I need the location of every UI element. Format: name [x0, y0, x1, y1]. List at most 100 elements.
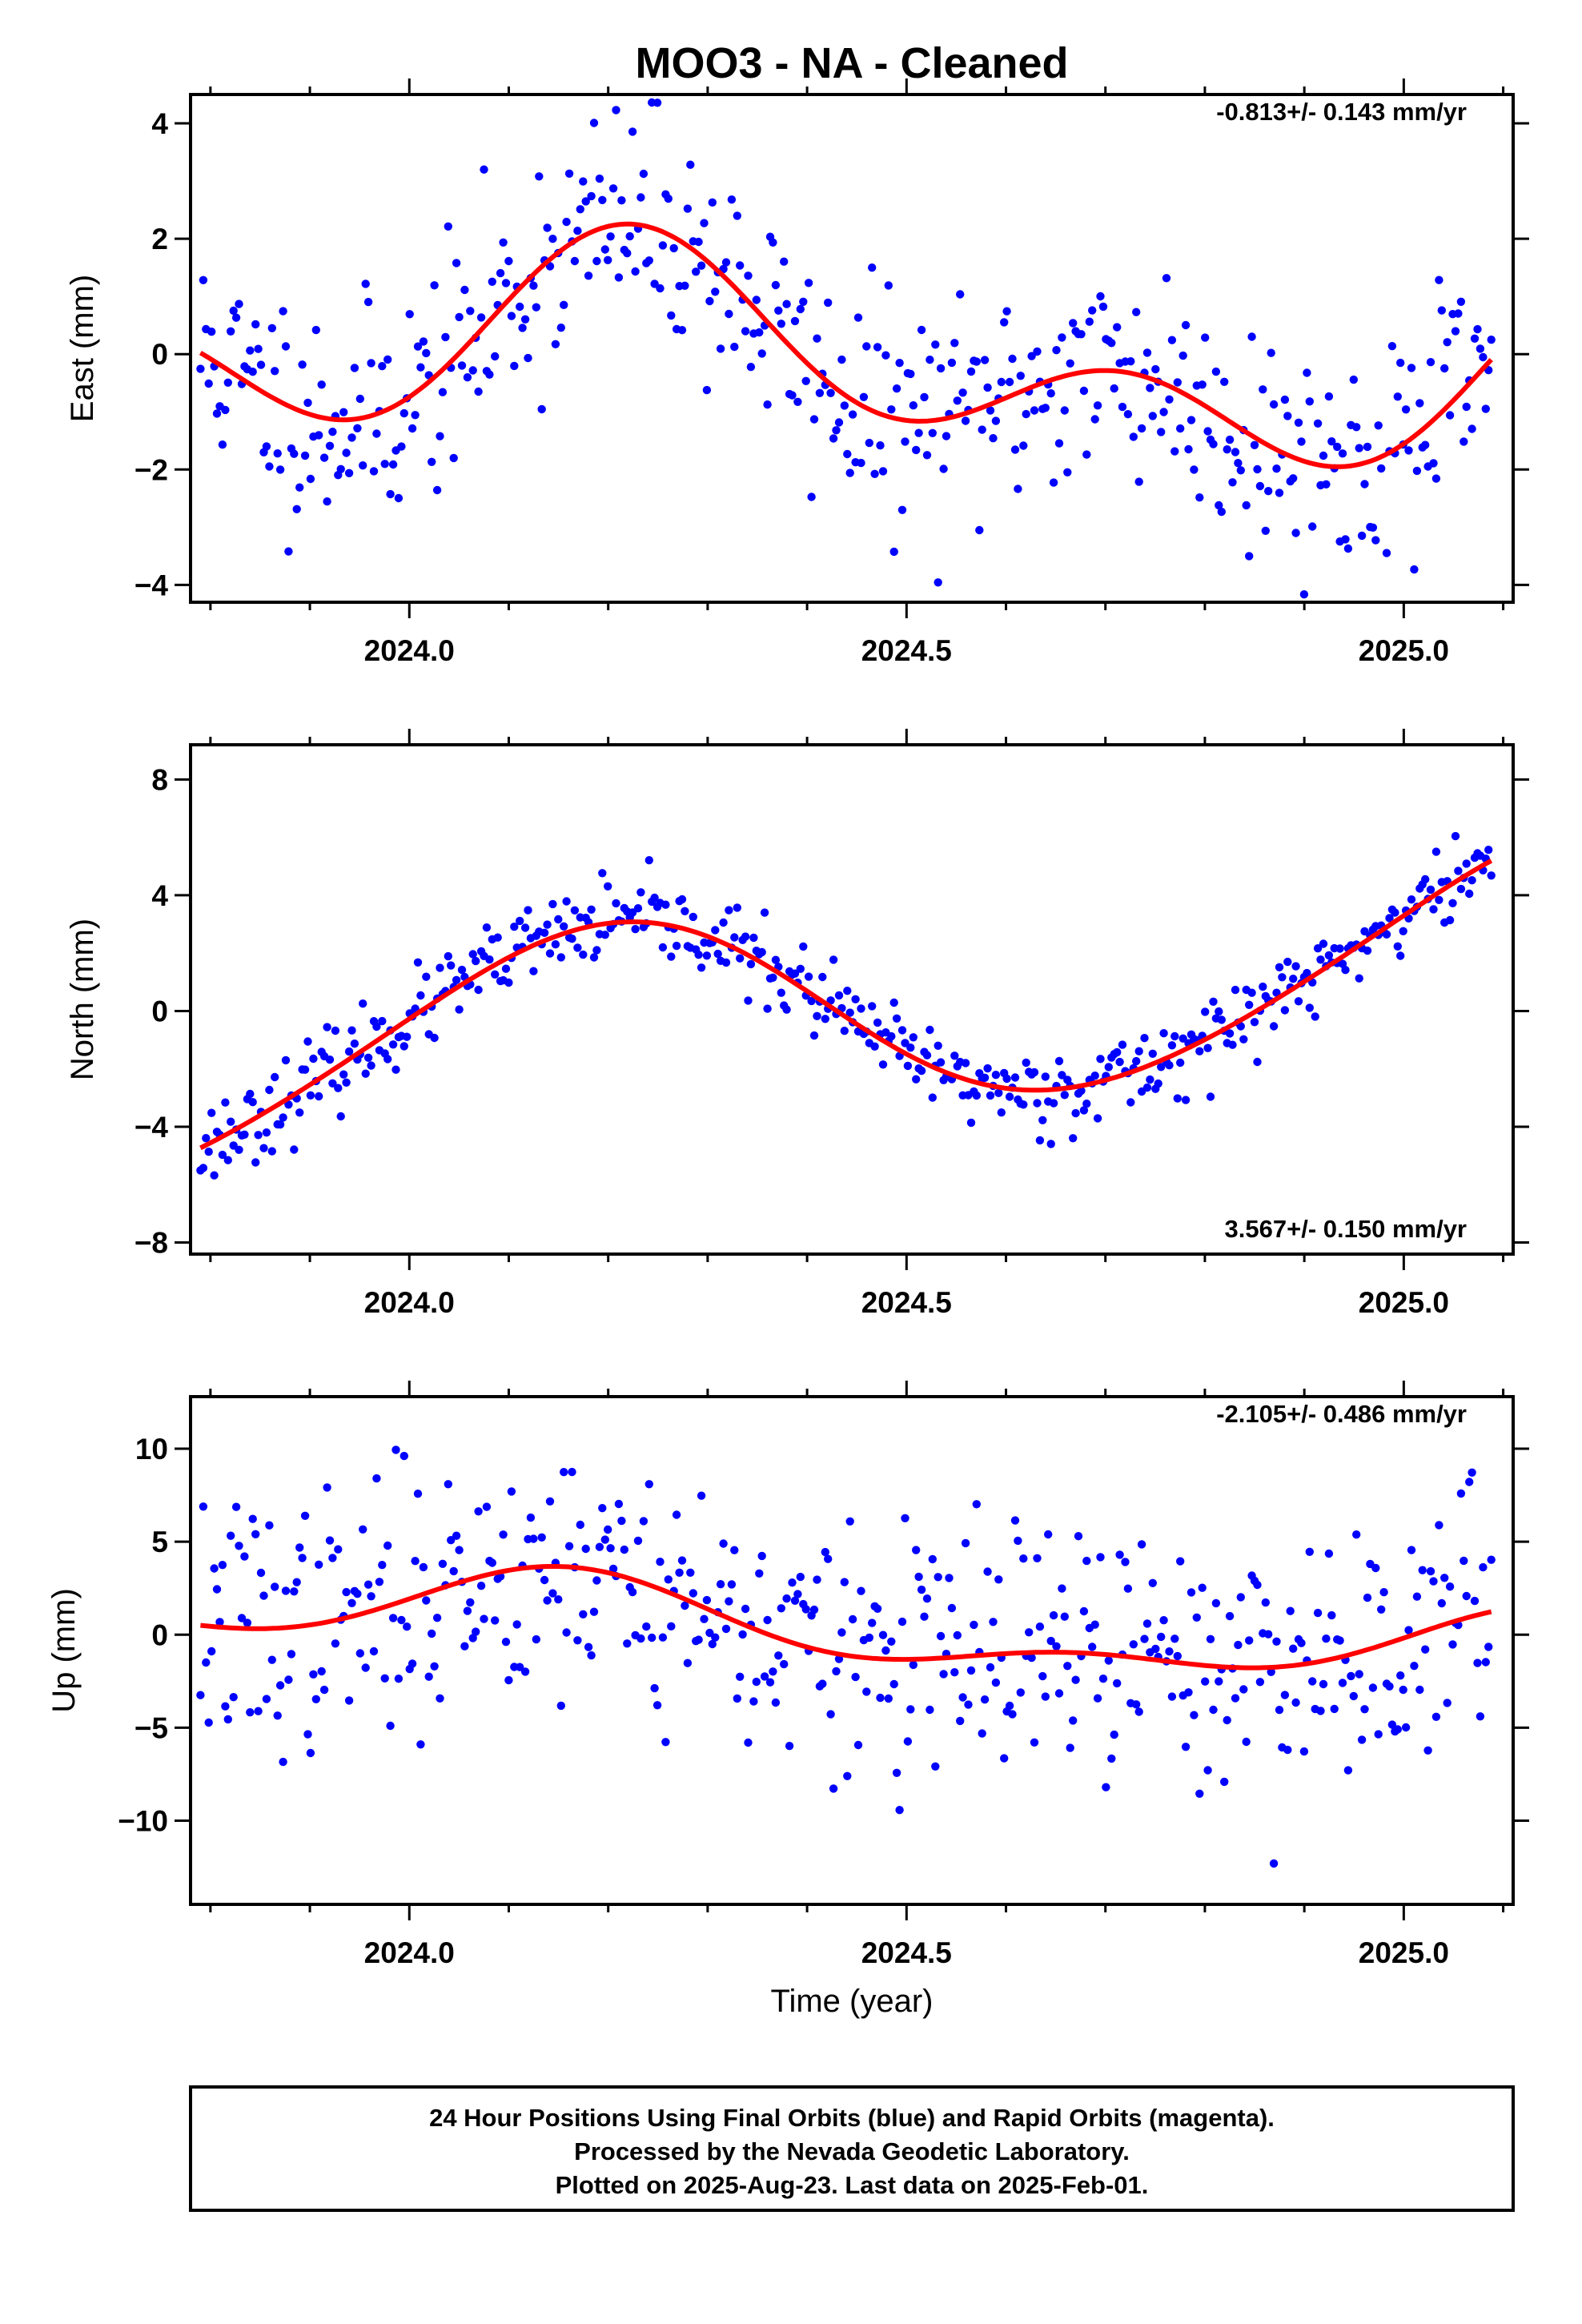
east-point [1054, 439, 1064, 448]
up-point [851, 1672, 860, 1682]
east-point [507, 312, 516, 320]
east-point [518, 324, 527, 332]
east-point [474, 387, 483, 396]
up-point [196, 1691, 205, 1699]
east-point [432, 485, 442, 495]
east-point [881, 351, 890, 360]
up-point [1123, 1584, 1133, 1593]
east-point [231, 313, 241, 322]
east-point [438, 388, 448, 396]
up-point [1347, 1671, 1355, 1681]
north-point [1157, 1063, 1166, 1072]
east-point [535, 172, 544, 181]
east-point [1079, 386, 1089, 396]
north-panel: 2024.0 2024.5 2025.0 −8 −4 0 4 8 North (mm) 3.567… [65, 729, 1529, 1319]
up-point [1415, 1685, 1424, 1695]
east-point [581, 197, 590, 206]
east-point [771, 280, 781, 290]
east-point [897, 505, 907, 514]
up-point [455, 1546, 464, 1554]
east-point [614, 273, 624, 282]
up-point [1460, 1556, 1468, 1566]
north-point [1462, 859, 1471, 868]
north-point [1448, 899, 1457, 908]
north-point [391, 1065, 400, 1074]
up-point [1069, 1716, 1078, 1725]
east-point [256, 360, 266, 369]
east-point [677, 326, 687, 335]
north-point [730, 933, 739, 942]
up-point [760, 1672, 769, 1681]
east-point [914, 428, 923, 437]
east-point [1454, 309, 1463, 318]
up-point [1074, 1532, 1083, 1541]
east-point [1487, 336, 1496, 344]
east-point [419, 337, 428, 346]
up-point [369, 1647, 379, 1656]
north-point [262, 1128, 271, 1137]
north-point [782, 1005, 791, 1014]
east-point [1151, 364, 1160, 374]
east-points [196, 98, 1496, 599]
up-point [568, 1467, 576, 1477]
up-point [744, 1738, 753, 1747]
east-point [612, 106, 620, 115]
up-point [243, 1618, 252, 1627]
north-point [383, 1055, 392, 1063]
north-point [1385, 914, 1394, 923]
north-point [573, 943, 582, 952]
up-point [1113, 1679, 1122, 1688]
up-point [650, 1683, 659, 1693]
north-point [697, 963, 706, 972]
north-point [1154, 1079, 1162, 1088]
east-point [290, 449, 299, 458]
up-point [240, 1552, 249, 1561]
east-point [363, 297, 373, 307]
up-point [468, 1634, 477, 1642]
east-point [733, 211, 741, 220]
up-y-axis-label: Up (mm) [46, 1588, 82, 1713]
east-point [895, 359, 904, 368]
north-rate-label: 3.567+/- 0.150 mm/yr [1225, 1215, 1467, 1243]
east-point [1030, 406, 1039, 415]
east-point [1167, 336, 1177, 344]
east-point [1341, 535, 1350, 544]
north-point [259, 1144, 268, 1152]
north-point [568, 935, 576, 943]
north-point [1146, 1075, 1154, 1084]
north-point [961, 1059, 970, 1068]
north-point [240, 1130, 249, 1140]
east-point [1451, 327, 1460, 336]
up-point [950, 1668, 959, 1677]
east-point [1198, 380, 1207, 389]
up-point [876, 1693, 885, 1703]
east-point [628, 127, 637, 136]
north-point [1142, 1083, 1152, 1092]
up-point [367, 1592, 375, 1601]
north-point [843, 987, 852, 995]
east-point [774, 306, 783, 315]
up-point [1098, 1675, 1108, 1683]
north-point [650, 893, 659, 903]
up-point [956, 1716, 965, 1726]
up-point [1255, 1678, 1265, 1687]
north-point [807, 996, 816, 1006]
east-point [560, 300, 568, 309]
up-point [658, 1633, 668, 1642]
north-point [1335, 944, 1344, 953]
up-point [1142, 1619, 1152, 1628]
north-point [1002, 1074, 1011, 1084]
east-point [1186, 416, 1196, 424]
north-point [303, 1037, 312, 1046]
up-point [287, 1650, 296, 1659]
east-point [1272, 464, 1281, 473]
up-point [1223, 1715, 1231, 1725]
east-point [380, 460, 389, 468]
north-point [826, 996, 835, 1005]
east-point [386, 489, 395, 499]
east-point [476, 313, 486, 322]
north-point [711, 926, 720, 935]
north-point [540, 928, 549, 938]
east-y-tick-label: −4 [135, 569, 169, 601]
east-point [834, 418, 844, 427]
